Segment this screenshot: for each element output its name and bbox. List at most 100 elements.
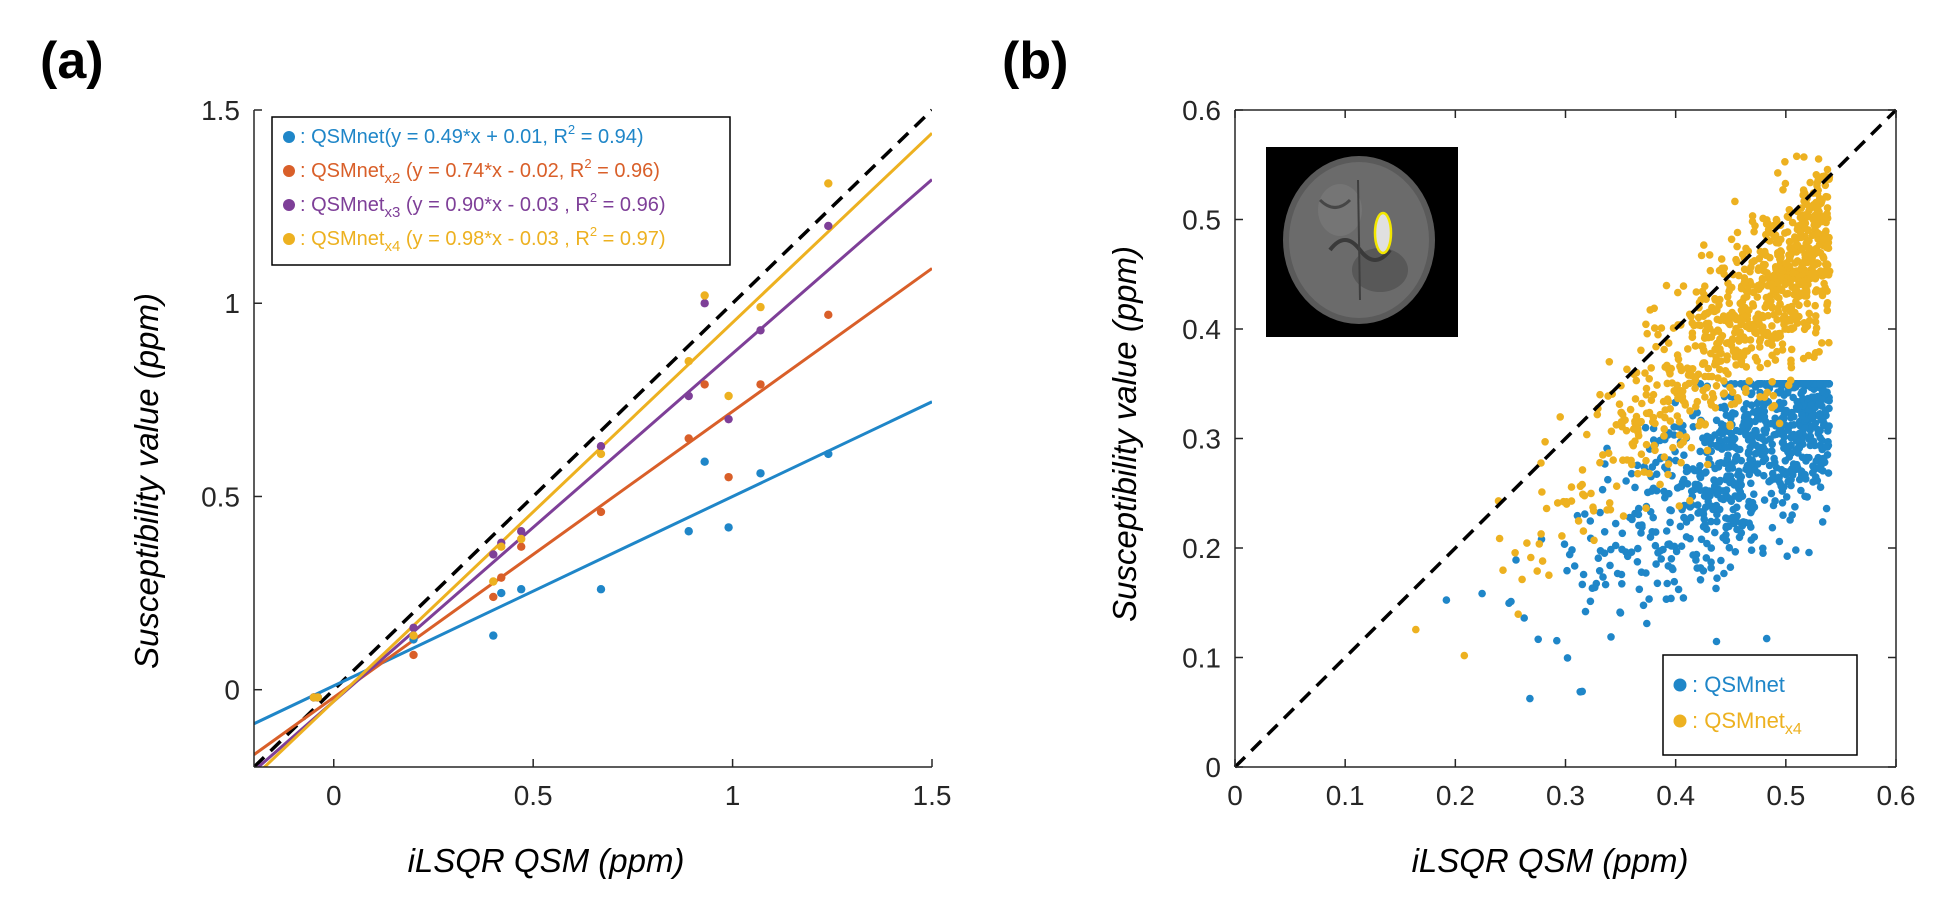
- panel-b-data-point-s0-819: [1613, 569, 1622, 578]
- panel-b-data-point-s1-1501: [1750, 257, 1759, 265]
- panel-b-data-point-s1-1365: [1720, 389, 1729, 398]
- panel-b-data-point-s0-401: [1787, 441, 1795, 450]
- panel-b-data-point-s0-497: [1643, 619, 1651, 628]
- panel-b-data-point-s1-1650: [1651, 446, 1659, 455]
- panel-b-data-point-s1-1685: [1732, 324, 1740, 333]
- panel-b-data-point-s1-1680: [1715, 301, 1723, 310]
- panel-b-data-point-s1-1061: [1674, 288, 1682, 297]
- panel-b-data-point-s1-1507: [1811, 247, 1819, 255]
- panel-b-data-point-s1-1200: [1660, 425, 1668, 433]
- panel-b-data-point-s1-1520: [1518, 575, 1526, 584]
- panel-b-data-point-s1-1239: [1642, 440, 1651, 449]
- panel-b-data-point-s0-721: [1786, 516, 1794, 524]
- panel-b-data-point-s1-1564: [1669, 324, 1678, 332]
- panel-b-data-point-s0-849: [1748, 433, 1756, 441]
- panel-b-data-point-s0-629: [1715, 436, 1724, 444]
- panel-b-data-point-s0-729: [1707, 517, 1715, 526]
- panel-b-data-point-s1-1397: [1735, 271, 1743, 280]
- panel-a-data-point-s1-4: [497, 573, 506, 582]
- panel-b-data-point-s1-1353: [1660, 432, 1668, 440]
- panel-b-data-point-s1-1322: [1499, 566, 1507, 574]
- panel-b-data-point-s0-845: [1774, 380, 1782, 388]
- panel-b-data-point-s1-1574: [1541, 438, 1549, 446]
- panel-b-data-point-s1-978: [1537, 459, 1545, 467]
- panel-b-data-point-s1-908: [1803, 299, 1812, 308]
- panel-b-data-point-s0-681: [1795, 444, 1804, 452]
- panel-b-data-point-s1-1391: [1583, 430, 1591, 439]
- panel-b-data-point-s1-1517: [1748, 217, 1757, 226]
- panel-b-plot-area: [1233, 108, 1898, 769]
- panel-b-data-point-s1-1663: [1778, 267, 1787, 276]
- panel-b-data-point-s0-196: [1526, 694, 1534, 703]
- panel-b-data-point-s0-379: [1725, 543, 1734, 552]
- panel-b-data-point-s0-765: [1737, 380, 1745, 388]
- panel-b-data-point-s1-1550: [1756, 335, 1765, 343]
- panel-b-data-point-s1-1696: [1764, 339, 1772, 347]
- panel-b-data-point-s1-1313: [1768, 304, 1776, 312]
- panel-b-legend-box: [1662, 654, 1858, 756]
- panel-b-data-point-s1-1536: [1812, 171, 1821, 179]
- panel-a-data-point-s1-8: [700, 380, 709, 389]
- panel-b-data-point-s0-763: [1680, 513, 1688, 522]
- panel-b-data-point-s1-1381: [1818, 339, 1826, 347]
- panel-b-data-point-s1-1384: [1774, 169, 1782, 177]
- panel-b-data-point-s0-650: [1808, 469, 1817, 477]
- panel-b-data-point-s1-1587: [1596, 458, 1604, 467]
- panel-b-data-point-s0-751: [1789, 460, 1798, 468]
- panel-b-data-point-s0-774: [1724, 451, 1732, 460]
- panel-a-data-point-s3-7: [684, 357, 693, 366]
- panel-b-data-point-s1-1091: [1687, 312, 1695, 321]
- panel-b-data-point-s1-1496: [1785, 237, 1794, 246]
- panel-b-data-point-s1-1472: [1803, 322, 1811, 331]
- panel-b-data-point-s1-1636: [1460, 651, 1469, 660]
- panel-b-data-point-s0-679: [1743, 420, 1752, 429]
- panel-b-data-point-s0-161: [1771, 497, 1779, 505]
- panel-b-data-point-s1-1560: [1814, 155, 1823, 163]
- panel-b-data-point-s1-1179: [1708, 389, 1717, 398]
- panel-b-data-point-s0-842: [1697, 535, 1706, 544]
- panel-b-data-point-s0-788: [1625, 513, 1634, 522]
- panel-b-y-tick-label: 0.3: [1182, 424, 1221, 455]
- panel-b-data-point-s0-714: [1616, 608, 1624, 616]
- panel-b-data-point-s0-402: [1748, 389, 1756, 397]
- panel-b-data-point-s1-1554: [1751, 353, 1760, 362]
- panel-b-data-point-s0-285: [1783, 552, 1791, 560]
- panel-b-data-point-s1-1695: [1804, 248, 1813, 257]
- panel-b-data-point-s0-364: [1816, 426, 1824, 435]
- panel-b-data-point-s1-1694: [1698, 342, 1707, 351]
- panel-b-data-point-s0-654: [1798, 453, 1807, 462]
- panel-b-data-point-s0-558: [1803, 493, 1811, 501]
- panel-b-data-point-s1-1622: [1556, 413, 1564, 421]
- panel-a-data-point-s1-9: [724, 472, 733, 482]
- panel-b-data-point-s0-700: [1713, 490, 1722, 499]
- panel-b-data-point-s0-414: [1663, 579, 1671, 588]
- panel-b-data-point-s1-1327: [1704, 364, 1713, 373]
- panel-b-data-point-s1-1146: [1756, 363, 1764, 372]
- panel-b-legend-entry-0: : QSMnet: [1692, 672, 1785, 697]
- panel-b-data-point-s0-291: [1667, 506, 1675, 515]
- panel-b-data-point-s1-1608: [1740, 278, 1749, 287]
- panel-b-data-point-s0-59: [1824, 469, 1833, 477]
- panel-b-data-point-s1-1682: [1784, 317, 1792, 325]
- panel-a-data-point-s2-9: [724, 414, 733, 424]
- panel-b-data-point-s0-769: [1807, 412, 1816, 421]
- panel-b-data-point-s1-1356: [1578, 480, 1586, 489]
- panel-b-data-point-s1-1581: [1775, 329, 1783, 338]
- panel-b-data-point-s0-531: [1563, 654, 1572, 662]
- panel-b-data-point-s1-1285: [1819, 252, 1827, 261]
- panel-b-data-point-s0-614: [1634, 544, 1642, 553]
- panel-b-data-point-s0-701: [1825, 396, 1833, 405]
- panel-b-data-point-s0-724: [1821, 380, 1829, 388]
- panel-a-data-point-s1-5: [517, 542, 526, 551]
- panel-b-data-point-s0-189: [1712, 584, 1720, 593]
- panel-b-data-point-s0-783: [1751, 449, 1760, 458]
- panel-b-data-point-s1-1275: [1535, 540, 1544, 548]
- panel-b-data-point-s1-1386: [1707, 401, 1716, 409]
- panel-b-data-point-s1-1348: [1820, 279, 1828, 288]
- panel-b-data-point-s1-1433: [1802, 239, 1810, 248]
- panel-b-data-point-s1-963: [1787, 345, 1796, 354]
- panel-b-data-point-s0-289: [1720, 569, 1728, 578]
- panel-b-data-point-s1-1474: [1811, 349, 1820, 357]
- panel-b-data-point-s0-153: [1742, 400, 1751, 408]
- panel-b-data-point-s1-1592: [1815, 194, 1824, 203]
